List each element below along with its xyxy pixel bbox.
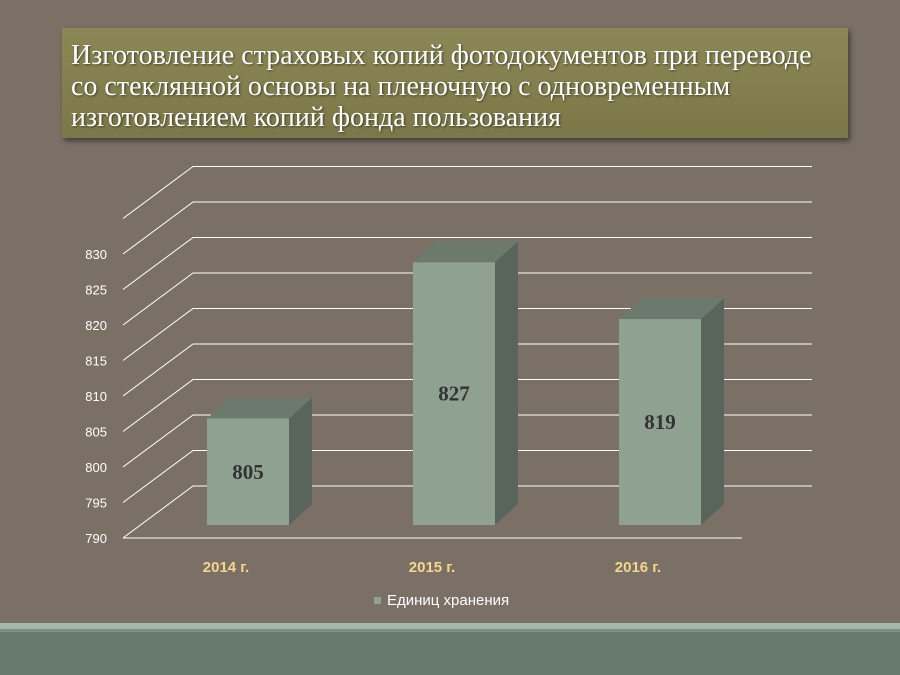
bar: [207, 418, 289, 525]
y-tick-label: 790: [85, 531, 107, 546]
y-tick-label: 820: [85, 318, 107, 333]
bar-top: [413, 241, 518, 263]
gridline: [122, 343, 812, 397]
bar-top: [619, 298, 724, 320]
gridline: [122, 272, 812, 326]
chart: 790 795 800 805 810 815 820 825 830 805 827 819 2014…: [85, 166, 812, 576]
gridline: [122, 308, 812, 361]
category-label: 2015 г.: [409, 559, 455, 576]
gridline: [122, 237, 812, 290]
data-label: 805: [232, 460, 264, 484]
y-tick-label: 805: [85, 425, 107, 440]
category-label: 2014 г.: [203, 559, 249, 576]
footer-band: [0, 632, 900, 675]
legend-swatch: [374, 597, 381, 604]
gridline: [122, 485, 812, 539]
gridline: [122, 414, 812, 468]
data-label: 819: [644, 410, 676, 434]
legend: Единиц хранения: [374, 592, 509, 609]
y-tick-label: 810: [85, 389, 107, 404]
y-tick-label: 795: [85, 496, 107, 511]
gridline: [122, 379, 812, 432]
category-label: 2016 г.: [615, 559, 661, 576]
bar-side: [701, 298, 724, 525]
gridline: [122, 450, 812, 503]
bar: [619, 319, 701, 525]
bar: [413, 262, 495, 525]
gridline: [122, 166, 812, 219]
bar-top: [207, 397, 312, 419]
title-box: Изготовление страховых копий фотодокумен…: [62, 28, 848, 138]
bar-side: [495, 241, 518, 526]
y-tick-label: 830: [85, 247, 107, 262]
gridline: [122, 201, 812, 255]
y-tick-label: 815: [85, 354, 107, 369]
data-label: 827: [438, 382, 470, 406]
legend-label: Единиц хранения: [387, 592, 510, 609]
footer-stripe: [0, 623, 900, 629]
chart-title: Изготовление страховых копий фотодокумен…: [71, 40, 812, 133]
y-tick-label: 825: [85, 283, 107, 298]
bar-side: [289, 397, 312, 525]
footer-stripe-dark: [0, 629, 900, 632]
y-tick-label: 800: [85, 460, 107, 475]
